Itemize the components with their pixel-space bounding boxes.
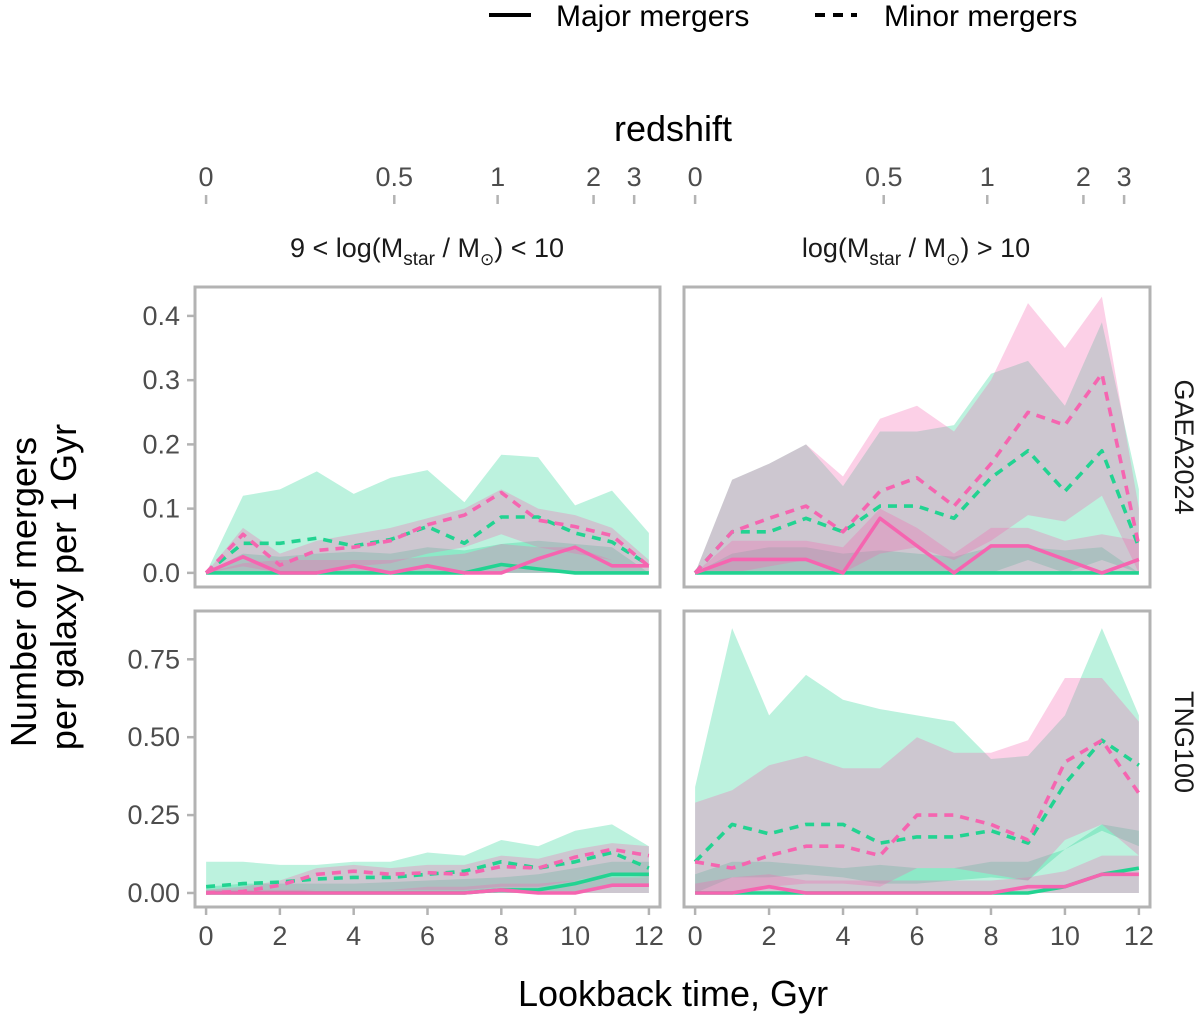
panel-gaea-low: [193, 285, 662, 589]
x-tick-label: 2: [762, 921, 777, 951]
strip-low-post: ) < 10: [494, 233, 564, 263]
x-tick-label: 12: [634, 921, 664, 951]
y-axis-tng: 0.00 0.25 0.50 0.75: [127, 644, 195, 908]
panel-content: [693, 296, 1141, 575]
strip-low-sun: ⊙: [480, 250, 494, 269]
y-tick-label: 0.25: [127, 800, 180, 830]
x-tick-label: 0: [688, 921, 703, 951]
strip-low-sub: star: [403, 249, 435, 270]
x-tick-label: 6: [420, 921, 435, 951]
plot-area: 0.00.10.20.30.40.000.250.500.750 2 4 6 8 10 12…: [127, 162, 1153, 951]
x-tick-label: 4: [346, 921, 361, 951]
strip-high-pre: log(M: [802, 233, 870, 263]
strip-label-low-mass: 9 < log(Mstar / M⊙) < 10: [290, 233, 564, 270]
redshift-tick-label: 2: [1076, 162, 1091, 192]
y-tick-label: 0.00: [127, 878, 180, 908]
strip-high-post: ) > 10: [960, 233, 1030, 263]
x-tick-label: 10: [560, 921, 590, 951]
x-tick-label: 8: [983, 921, 998, 951]
series-line-model_b-major: [695, 872, 1139, 895]
y-tick-label: 0.3: [142, 365, 180, 395]
redshift-axis-low: 0 0.5 1 2 3: [199, 162, 642, 204]
redshift-tick-label: 1: [490, 162, 505, 192]
panel-tng-low: [193, 609, 662, 909]
redshift-tick-label: 0.5: [865, 162, 903, 192]
panel-tng-high: [682, 609, 1152, 909]
redshift-tick-label: 0.5: [376, 162, 414, 192]
ribbon-model_a-major: [206, 540, 649, 573]
y-tick-label: 0.0: [142, 558, 180, 588]
x-tick-label: 10: [1050, 921, 1080, 951]
ribbon-model_a-minor: [695, 322, 1139, 573]
strip-high-sub: star: [869, 249, 901, 270]
y-axis-gaea: 0.0 0.1 0.2 0.3 0.4: [142, 301, 195, 588]
x-axis-high: 0 2 4 6 8 10 12: [688, 907, 1154, 951]
series-line-model_b-minor: [204, 490, 651, 575]
legend-major-label: Major mergers: [556, 0, 749, 33]
y-tick-label: 0.4: [142, 301, 180, 331]
redshift-tick-label: 3: [1117, 162, 1132, 192]
x-axis-low: 0 2 4 6 8 10 12: [199, 907, 664, 951]
ribbon-model_a-minor: [695, 628, 1139, 893]
ribbon-model_b-minor: [695, 296, 1139, 573]
panel-gaea-high: [682, 285, 1152, 589]
series-line-model_b-minor: [693, 371, 1141, 575]
series-line-model_a-minor: [693, 738, 1140, 864]
ribbon-model_b-major: [695, 855, 1139, 893]
redshift-axis-high: 0 0.5 1 2 3: [688, 162, 1132, 204]
x-tick-label: 12: [1124, 921, 1154, 951]
y-axis-title: Number of mergers per galaxy per 1 Gyr: [3, 424, 84, 750]
ribbon-model_b-minor: [206, 843, 649, 893]
series-line-model_b-major: [205, 545, 649, 575]
ribbon-model_b-major: [206, 544, 649, 573]
x-tick-label: 4: [836, 921, 851, 951]
panel-content: [204, 454, 651, 575]
strip-label-gaea: GAEA2024: [1169, 379, 1199, 514]
redshift-axis-title: redshift: [614, 108, 732, 149]
y-tick-label: 0.50: [127, 722, 180, 752]
ribbon-model_a-major: [695, 547, 1139, 573]
redshift-tick-label: 1: [980, 162, 995, 192]
y-axis-title-line2: per galaxy per 1 Gyr: [43, 424, 84, 750]
y-axis-title-line1: Number of mergers: [3, 437, 44, 747]
y-tick-label: 0.75: [127, 644, 180, 674]
strip-low-pre: 9 < log(M: [290, 233, 403, 263]
x-tick-label: 0: [199, 921, 214, 951]
x-tick-label: 6: [909, 921, 924, 951]
ribbon-model_b-major: [695, 508, 1139, 573]
strip-high-mid: / M: [901, 233, 946, 263]
x-tick-label: 2: [272, 921, 287, 951]
redshift-tick-label: 3: [627, 162, 642, 192]
strip-label-high-mass: log(Mstar / M⊙) > 10: [802, 233, 1030, 270]
series-line-model_b-minor: [694, 738, 1141, 870]
panel-content: [205, 824, 650, 895]
y-tick-label: 0.2: [142, 429, 180, 459]
series-line-model_b-minor: [206, 847, 650, 895]
panel-border: [682, 285, 1152, 589]
x-axis-title: Lookback time, Gyr: [518, 973, 828, 1014]
series-line-model_b-major: [694, 516, 1140, 575]
strip-low-mid: / M: [435, 233, 480, 263]
ribbon-model_b-minor: [206, 489, 649, 573]
x-tick-label: 8: [494, 921, 509, 951]
panel-content: [693, 628, 1141, 895]
legend-minor-label: Minor mergers: [884, 0, 1077, 33]
panel-border: [193, 285, 662, 589]
strip-high-sun: ⊙: [946, 250, 960, 269]
ribbon-model_a-major: [206, 861, 649, 893]
strip-label-tng: TNG100: [1169, 691, 1199, 793]
redshift-tick-label: 0: [688, 162, 703, 192]
ribbon-model_a-minor: [206, 454, 649, 573]
y-tick-label: 0.1: [142, 494, 180, 524]
series-line-model_a-minor: [205, 850, 650, 889]
redshift-tick-label: 0: [199, 162, 214, 192]
legend: Major mergers Minor mergers: [489, 0, 1077, 33]
ribbon-model_a-major: [695, 824, 1139, 893]
series-line-model_b-major: [206, 883, 649, 895]
redshift-tick-label: 2: [586, 162, 601, 192]
series-line-model_a-minor: [204, 515, 650, 575]
